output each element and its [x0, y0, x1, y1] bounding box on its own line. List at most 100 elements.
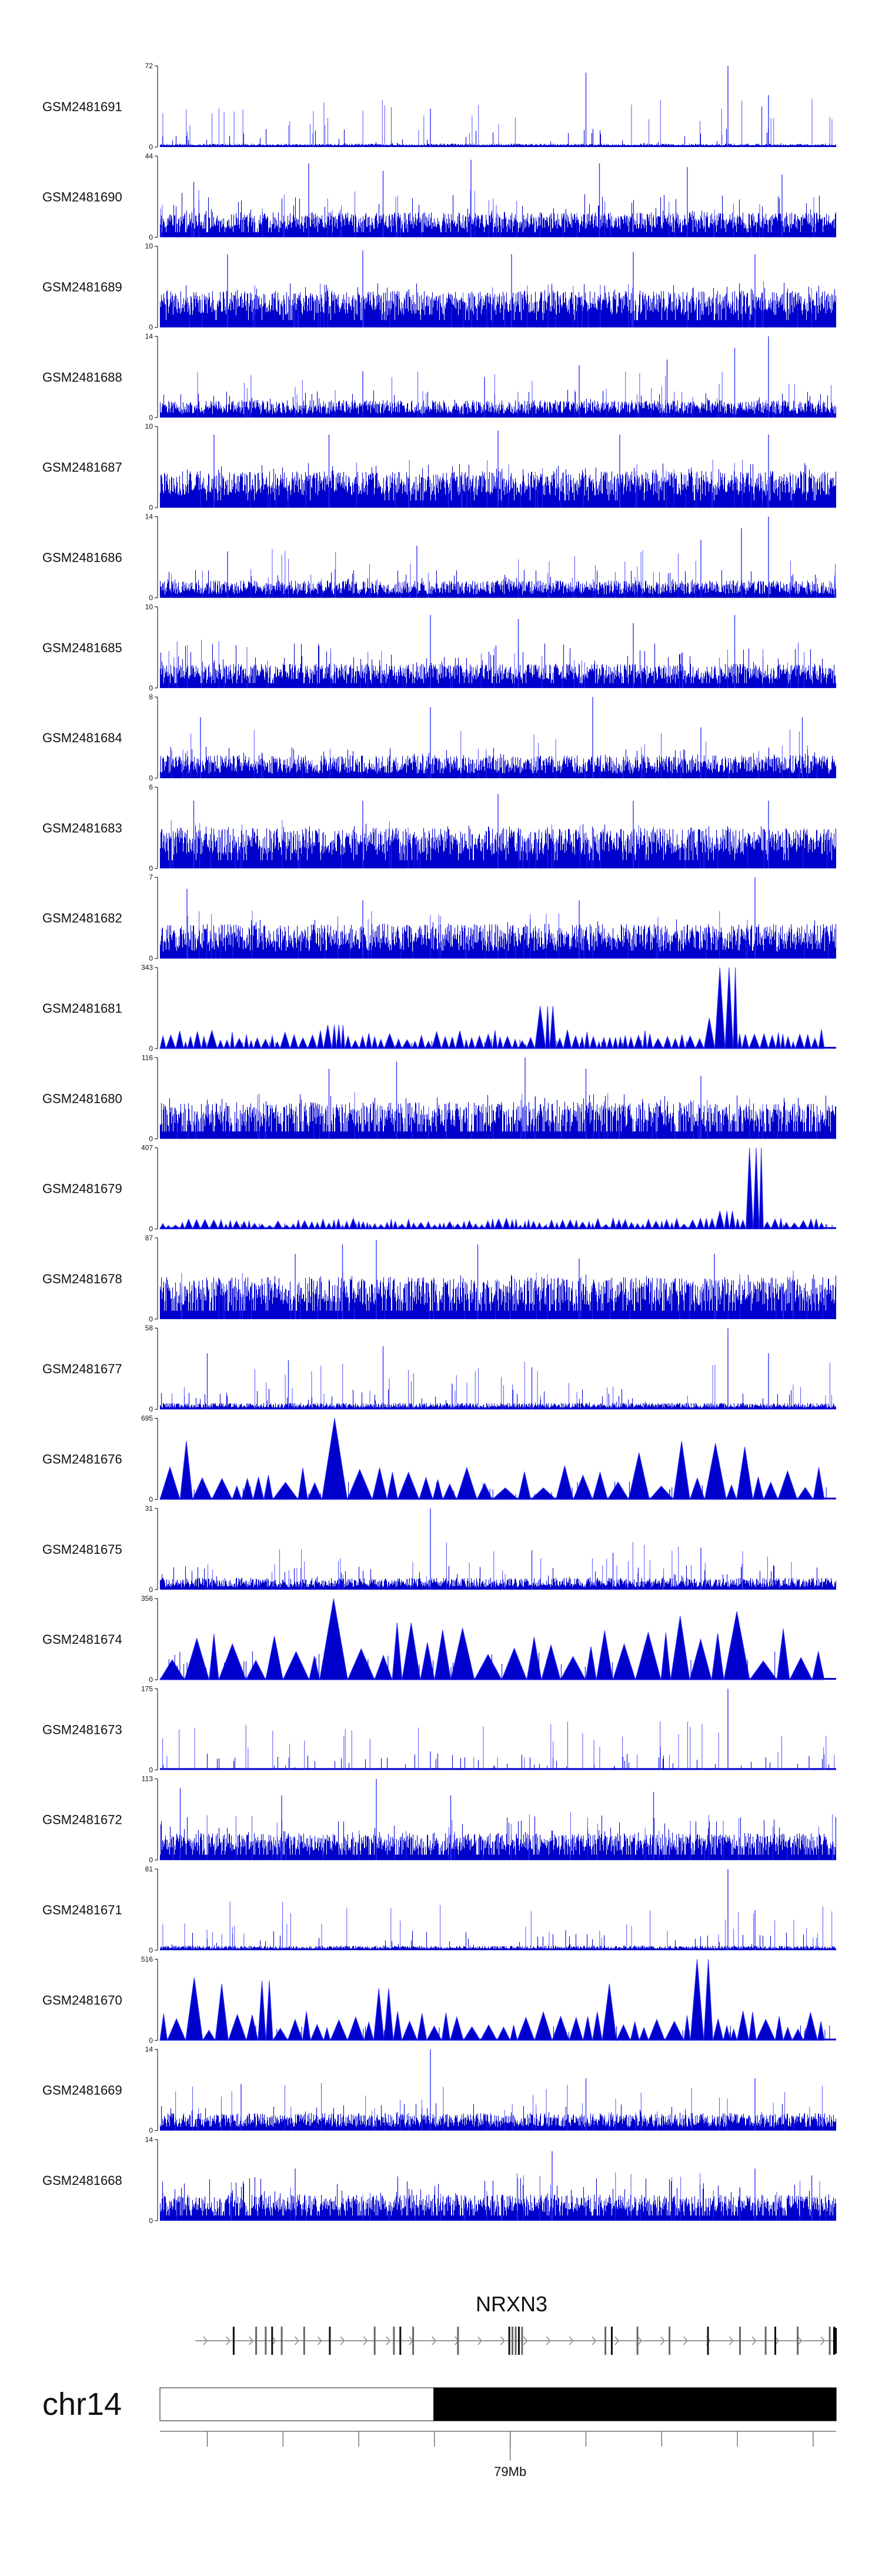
- track-label: GSM2481680: [42, 1091, 122, 1106]
- intron-arrow: [614, 2336, 619, 2345]
- track-GSM2481687: GSM2481687 10 0: [42, 422, 837, 512]
- track-label: GSM2481691: [42, 99, 122, 114]
- exon-mark: [399, 2327, 402, 2355]
- signal-minor-peaks: [175, 2083, 823, 2131]
- y-axis-max-label: 58: [145, 1324, 153, 1332]
- y-axis-zero-label: 0: [149, 1946, 153, 1954]
- track-label: GSM2481681: [42, 1001, 122, 1016]
- y-axis-max-label: 7: [149, 873, 153, 882]
- intron-arrow: [592, 2336, 597, 2345]
- signal-minor-peaks: [160, 190, 814, 238]
- y-axis-max-label: 44: [145, 152, 153, 160]
- exon-mark: [707, 2327, 709, 2355]
- signal-bars: [159, 643, 837, 688]
- track-GSM2481674: GSM2481674 356 0: [42, 1594, 836, 1684]
- exon-mark: [412, 2327, 415, 2355]
- track-label: GSM2481672: [42, 1813, 122, 1827]
- y-axis-zero-label: 0: [149, 1315, 153, 1323]
- y-axis-max-label: 516: [141, 1955, 153, 1963]
- signal-area: [159, 1147, 825, 1230]
- signal-minor-peaks: [162, 1901, 833, 1950]
- y-axis-zero-label: 0: [149, 2217, 153, 2225]
- intron-arrow: [546, 2336, 551, 2345]
- signal-minor-peaks: [162, 1721, 835, 1770]
- y-axis-zero-label: 0: [149, 1586, 153, 1594]
- track-GSM2481680: GSM2481680 116 0: [42, 1053, 837, 1143]
- signal-spikes: [162, 2025, 830, 2041]
- intron-arrow: [249, 2336, 253, 2345]
- y-axis-zero-label: 0: [149, 1225, 153, 1233]
- exon-mark: [669, 2327, 671, 2355]
- y-axis-zero-label: 0: [149, 413, 153, 422]
- signal-minor-peaks: [173, 1811, 834, 1860]
- signal-bars: [159, 823, 837, 869]
- signal-minor-peaks: [172, 1362, 832, 1410]
- signal-area: [159, 967, 825, 1050]
- signal-bars: [159, 2176, 837, 2221]
- track-GSM2481689: GSM2481689 10 0: [42, 242, 837, 332]
- signal-minor-peaks: [162, 2172, 826, 2221]
- signal-spikes: [195, 1223, 833, 1229]
- chromosome-band-dark: [433, 2387, 837, 2421]
- intron-arrow: [774, 2336, 780, 2345]
- track-label: GSM2481676: [42, 1452, 122, 1467]
- intron-arrow: [751, 2336, 757, 2345]
- signal-area: [159, 1599, 825, 1681]
- coordinate-label: 79Mb: [494, 2464, 526, 2479]
- intron-arrow: [683, 2336, 688, 2345]
- signal-area: [159, 1418, 825, 1501]
- signal-minor-peaks: [177, 1092, 817, 1139]
- y-axis-max-label: 14: [145, 332, 153, 341]
- track-GSM2481673: GSM2481673 175 0: [42, 1684, 837, 1774]
- track-label: GSM2481671: [42, 1903, 122, 1917]
- signal-minor-peaks: [200, 459, 794, 508]
- track-GSM2481679: GSM2481679 407 0: [42, 1144, 836, 1233]
- track-GSM2481668: GSM2481668 14 0: [42, 2135, 837, 2225]
- y-axis-max-label: 8: [149, 693, 153, 701]
- signal-minor-peaks: [189, 281, 812, 328]
- track-label: GSM2481687: [42, 460, 122, 475]
- intron-arrow: [477, 2336, 482, 2345]
- y-axis-max-label: 356: [141, 1594, 153, 1603]
- signal-bars: [159, 1815, 837, 1860]
- y-axis-max-label: 343: [141, 963, 153, 972]
- y-axis-zero-label: 0: [149, 1496, 153, 1504]
- exon-mark: [739, 2327, 741, 2355]
- y-axis-max-label: 14: [145, 2046, 153, 2054]
- exon-mark: [373, 2327, 376, 2355]
- track-GSM2481671: GSM2481671 81 0: [42, 1865, 837, 1954]
- exon-mark: [393, 2327, 395, 2355]
- signal-bars: [159, 283, 837, 328]
- intron-arrow: [660, 2336, 665, 2345]
- signal-spikes: [171, 1481, 827, 1500]
- track-label: GSM2481670: [42, 1993, 122, 2007]
- signal-minor-peaks: [171, 549, 836, 598]
- track-GSM2481691: GSM2481691 72 0: [42, 62, 837, 151]
- exon-mark: [797, 2327, 799, 2355]
- signal-bars: [159, 2103, 837, 2131]
- y-axis-zero-label: 0: [149, 864, 153, 872]
- y-axis-zero-label: 0: [149, 323, 153, 332]
- signal-bars: [159, 570, 837, 598]
- signal-bars: [159, 389, 837, 418]
- y-axis-zero-label: 0: [149, 1134, 153, 1143]
- exon-mark: [764, 2327, 767, 2355]
- track-GSM2481690: GSM2481690 44 0: [42, 152, 837, 241]
- signal-minor-peaks: [162, 99, 833, 147]
- y-axis-max-label: 113: [142, 1775, 153, 1783]
- exon-mark: [604, 2327, 607, 2355]
- track-label: GSM2481678: [42, 1272, 122, 1286]
- signal-minor-peaks: [168, 639, 805, 688]
- y-axis-zero-label: 0: [149, 955, 153, 963]
- signal-bars: [159, 1566, 837, 1590]
- intron-arrow: [386, 2336, 391, 2345]
- chromosome-label: chr14: [42, 2387, 122, 2422]
- exon-mark: [271, 2327, 273, 2355]
- exon-mark: [521, 2327, 523, 2355]
- chromosome-band-light: [159, 2387, 435, 2421]
- exon-mark: [508, 2327, 510, 2355]
- exon-mark: [611, 2327, 613, 2355]
- intron-arrow: [432, 2336, 436, 2345]
- signal-bars: [159, 919, 837, 959]
